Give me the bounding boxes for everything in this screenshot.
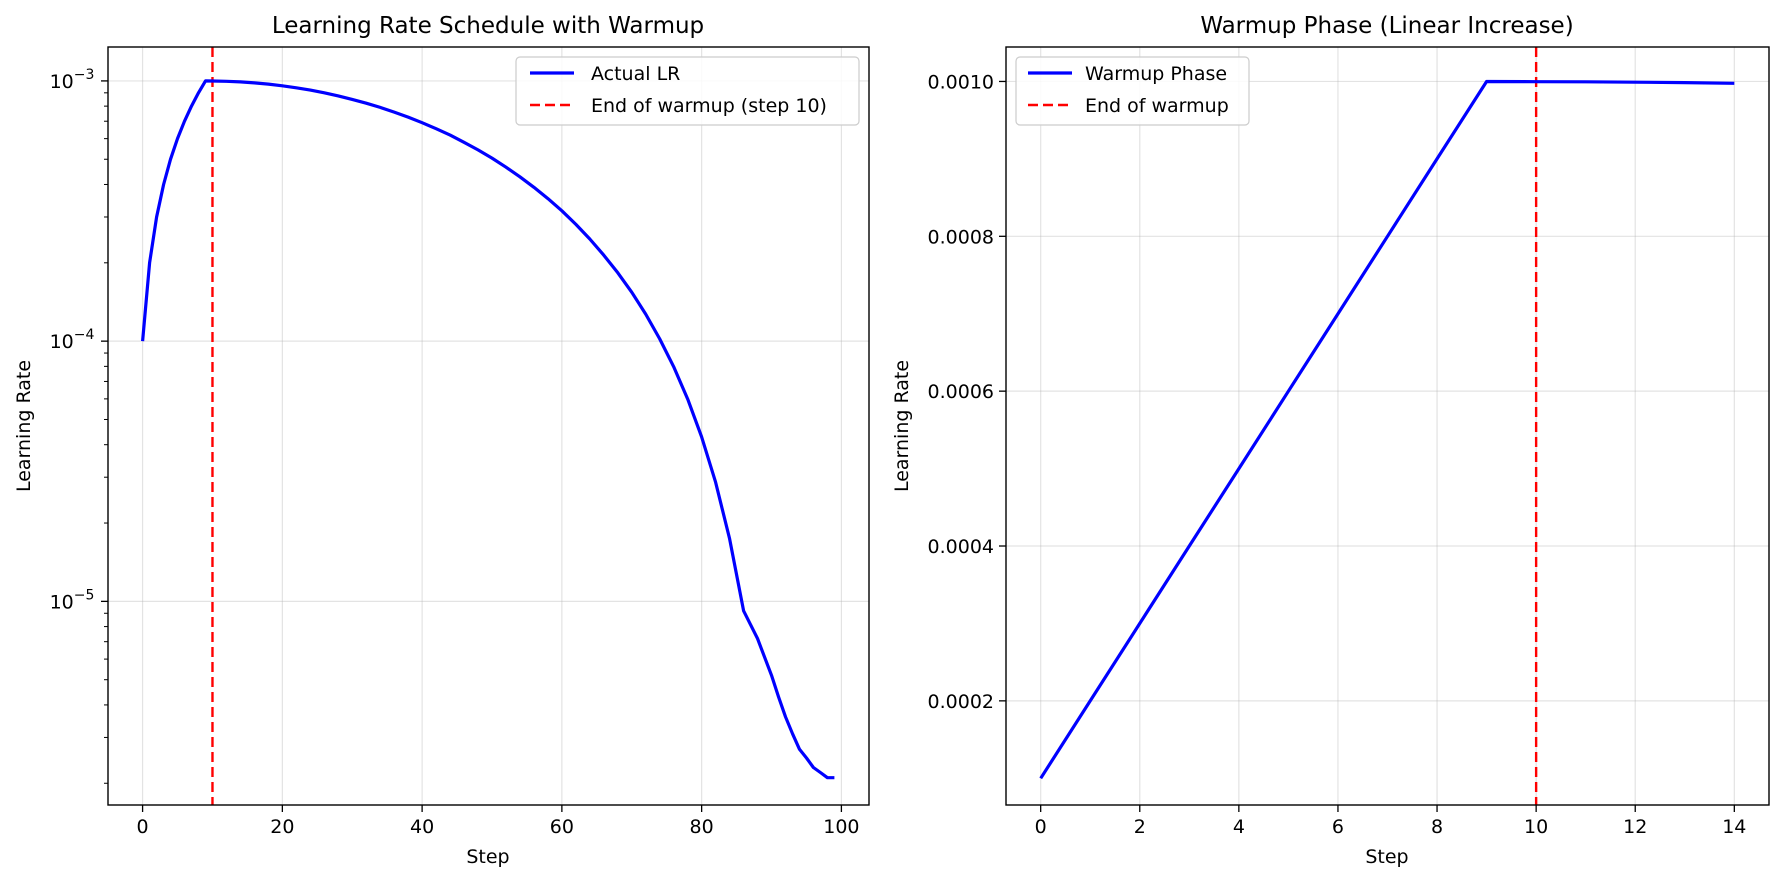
y-tick-label: 0.0008 bbox=[928, 226, 994, 248]
y-tick-label: 10−3 bbox=[50, 67, 95, 93]
x-axis-label: Step bbox=[466, 846, 509, 868]
legend: Warmup Phase End of warmup bbox=[1015, 56, 1250, 126]
legend: Actual LR End of warmup (step 10) bbox=[515, 56, 860, 126]
y-tick-label: 0.0004 bbox=[928, 536, 994, 558]
y-tick-label: 0.0006 bbox=[928, 381, 994, 403]
x-tick-label: 2 bbox=[1134, 816, 1146, 838]
y-axis-ticks: 10−5 10−4 10−3 bbox=[50, 67, 108, 784]
x-tick-label: 0 bbox=[137, 816, 149, 838]
y-axis-label: Learning Rate bbox=[891, 360, 913, 492]
chart-title: Learning Rate Schedule with Warmup bbox=[272, 13, 704, 39]
x-tick-label: 10 bbox=[1524, 816, 1548, 838]
x-axis-label: Step bbox=[1365, 846, 1408, 868]
chart-title: Warmup Phase (Linear Increase) bbox=[1200, 13, 1573, 39]
legend-label-end-of-warmup: End of warmup bbox=[1085, 95, 1229, 117]
x-tick-label: 20 bbox=[270, 816, 294, 838]
actual-lr-series bbox=[141, 79, 835, 780]
x-tick-label: 14 bbox=[1722, 816, 1746, 838]
x-tick-label: 0 bbox=[1035, 816, 1047, 838]
series-line bbox=[1039, 79, 1735, 780]
legend-box bbox=[1015, 56, 1250, 126]
y-tick-label: 0.0002 bbox=[928, 691, 994, 713]
x-tick-label: 6 bbox=[1332, 816, 1344, 838]
legend-label-actual-lr: Actual LR bbox=[591, 63, 680, 85]
x-tick-label: 8 bbox=[1431, 816, 1443, 838]
y-axis-label: Learning Rate bbox=[13, 360, 35, 492]
x-tick-label: 12 bbox=[1623, 816, 1647, 838]
plot-frame bbox=[107, 46, 870, 806]
x-tick-label: 40 bbox=[410, 816, 434, 838]
x-tick-label: 100 bbox=[823, 816, 859, 838]
y-tick-label: 10−5 bbox=[50, 587, 95, 613]
warmup-phase-series bbox=[1039, 79, 1735, 780]
y-axis-ticks: 0.0002 0.0004 0.0006 0.0008 0.0010 bbox=[928, 71, 1006, 713]
lr-schedule-chart: Learning Rate Schedule with Warmup 0 20 40… bbox=[13, 13, 870, 868]
y-tick-label: 10−4 bbox=[50, 327, 95, 353]
x-tick-label: 80 bbox=[690, 816, 714, 838]
x-tick-label: 4 bbox=[1233, 816, 1245, 838]
x-axis-ticks: 0 2 4 6 8 10 12 14 bbox=[1035, 805, 1746, 838]
legend-box bbox=[515, 56, 860, 126]
x-axis-ticks: 0 20 40 60 80 100 bbox=[137, 805, 860, 838]
series-line bbox=[141, 79, 835, 780]
x-tick-label: 60 bbox=[550, 816, 574, 838]
y-tick-label: 0.0010 bbox=[928, 71, 994, 93]
warmup-phase-chart: Warmup Phase (Linear Increase) 0 2 4 6 8 10 12… bbox=[891, 13, 1770, 868]
plot-frame bbox=[1005, 46, 1770, 806]
legend-label-end-of-warmup: End of warmup (step 10) bbox=[591, 95, 827, 117]
legend-label-warmup-phase: Warmup Phase bbox=[1085, 63, 1227, 85]
